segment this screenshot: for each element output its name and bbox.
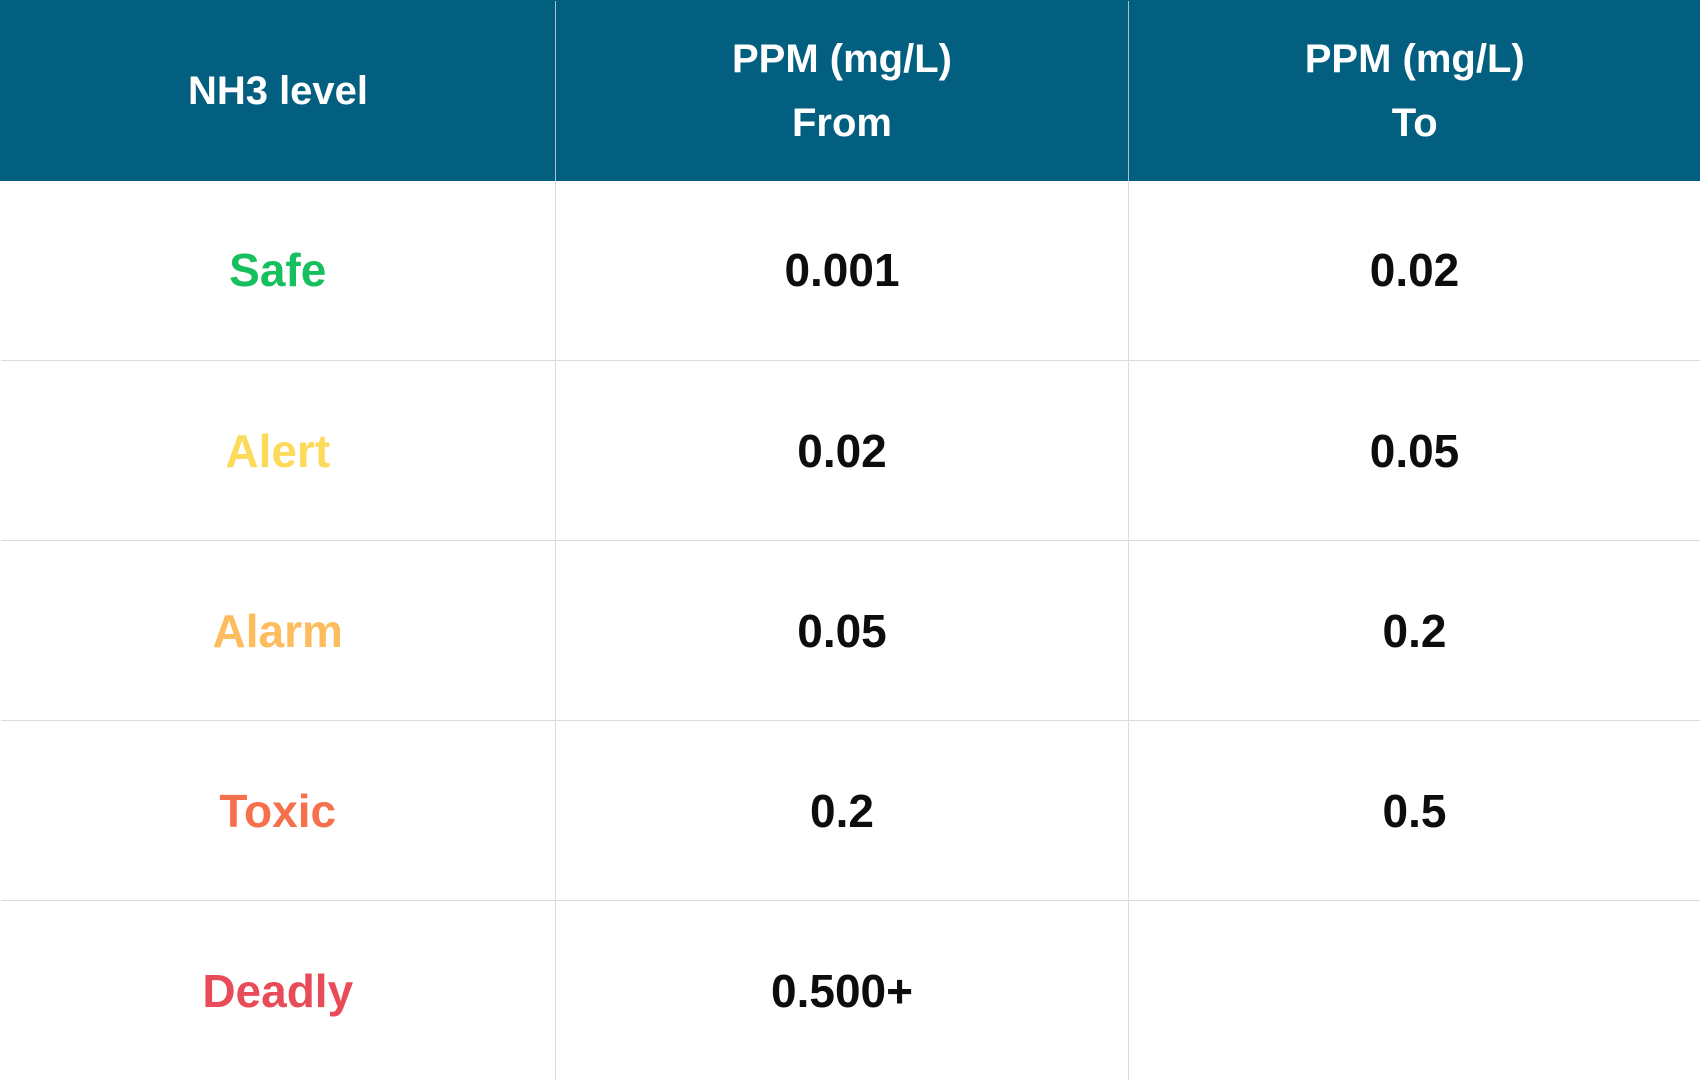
to-cell: 0.02 [1128, 180, 1700, 361]
table-row: Safe 0.001 0.02 [0, 180, 1700, 361]
from-cell: 0.02 [555, 360, 1129, 541]
header-ppm-from-label: From [792, 100, 892, 145]
to-cell: 0.2 [1128, 540, 1700, 721]
level-label-deadly: Deadly [202, 964, 354, 1017]
header-ppm-to: PPM (mg/L) To [1128, 0, 1700, 181]
level-label-alert: Alert [225, 424, 331, 477]
level-label-alarm: Alarm [212, 604, 343, 657]
from-cell: 0.05 [555, 540, 1129, 721]
level-cell: Toxic [0, 720, 556, 901]
level-cell: Alarm [0, 540, 556, 721]
header-ppm-from: PPM (mg/L) From [555, 0, 1129, 181]
from-cell: 0.001 [555, 180, 1129, 361]
level-label-toxic: Toxic [219, 784, 337, 837]
table-row: Deadly 0.500+ [0, 900, 1700, 1080]
level-cell: Safe [0, 180, 556, 361]
table-row: Alarm 0.05 0.2 [0, 540, 1700, 721]
from-cell: 0.2 [555, 720, 1129, 901]
level-cell: Alert [0, 360, 556, 541]
table-header-row: NH3 level PPM (mg/L) From PPM (mg/L) To [0, 0, 1700, 181]
to-cell: 0.5 [1128, 720, 1700, 901]
header-nh3-level: NH3 level [0, 0, 556, 181]
header-ppm-from-unit: PPM (mg/L) [732, 36, 952, 81]
from-cell: 0.500+ [555, 900, 1129, 1080]
header-ppm-to-label: To [1391, 100, 1438, 145]
level-cell: Deadly [0, 900, 556, 1080]
header-ppm-to-unit: PPM (mg/L) [1304, 36, 1525, 81]
table-row: Alert 0.02 0.05 [0, 360, 1700, 541]
level-label-safe: Safe [229, 244, 327, 297]
header-nh3-level-label: NH3 level [187, 68, 369, 113]
to-cell: 0.05 [1128, 360, 1700, 541]
to-cell [1128, 900, 1700, 1080]
table-row: Toxic 0.2 0.5 [0, 720, 1700, 901]
